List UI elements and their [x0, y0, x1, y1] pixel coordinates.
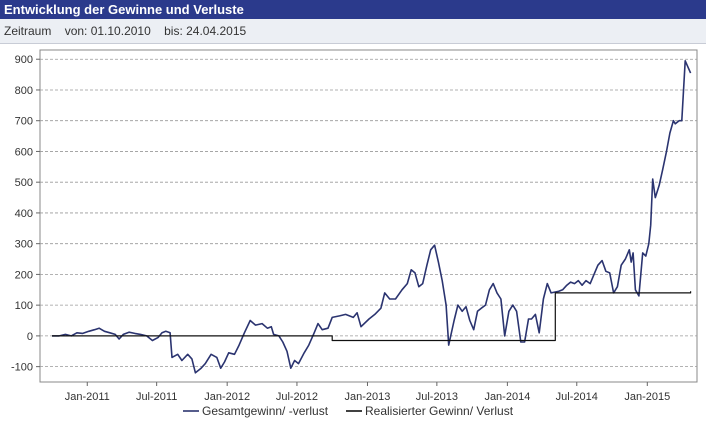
x-tick-label: Jan-2014	[484, 391, 530, 403]
x-axis-ticks: Jan-2011 Jul-2011 Jan-2012 Jul-2012 Jan-2013…	[65, 382, 670, 403]
x-tick-label: Jan-2015	[624, 391, 670, 403]
x-tick-label: Jan-2013	[345, 391, 391, 403]
line-chart: -100 0 100 200 300 400 500 600 700 800 900 Jan-201…	[11, 49, 698, 418]
series-line-total	[52, 60, 692, 374]
x-tick-label: Jan-2012	[204, 391, 250, 403]
y-tick-label: 100	[15, 300, 33, 312]
legend-label: Gesamtgewinn/ -verlust	[202, 404, 329, 418]
y-tick-label: 300	[15, 239, 33, 251]
y-tick-label: 700	[15, 116, 33, 128]
x-tick-label: Jul-2014	[556, 391, 598, 403]
y-tick-label: 600	[15, 146, 33, 158]
x-tick-label: Jan-2011	[65, 391, 110, 403]
grid-lines	[39, 49, 698, 383]
range-from: von: 01.10.2010	[64, 24, 151, 38]
legend: Gesamtgewinn/ -verlust Realisierter Gewin…	[183, 404, 514, 418]
y-tick-label: 400	[15, 208, 33, 220]
y-tick-label: 800	[15, 85, 33, 97]
chart-title: Entwicklung der Gewinne und Verluste	[4, 2, 244, 17]
x-tick-label: Jul-2013	[416, 391, 458, 403]
series-group	[52, 60, 692, 374]
y-tick-label: 200	[15, 269, 33, 281]
date-range-bar: Zeitraum von: 01.10.2010 bis: 24.04.2015	[0, 19, 706, 44]
chart-area: -100 0 100 200 300 400 500 600 700 800 900 Jan-201…	[0, 44, 706, 427]
range-label: Zeitraum	[4, 24, 52, 38]
x-tick-label: Jul-2012	[276, 391, 318, 403]
y-tick-label: -100	[11, 362, 33, 374]
y-tick-label: 500	[15, 177, 33, 189]
plot-frame	[39, 49, 698, 383]
y-tick-label: 0	[27, 331, 33, 343]
x-tick-label: Jul-2011	[136, 391, 177, 403]
y-axis-ticks: -100 0 100 200 300 400 500 600 700 800 900	[11, 54, 40, 374]
series-line-realized	[52, 291, 692, 342]
chart-title-bar: Entwicklung der Gewinne und Verluste	[0, 0, 706, 19]
y-tick-label: 900	[15, 54, 33, 66]
range-to: bis: 24.04.2015	[164, 24, 247, 38]
legend-label: Realisierter Gewinn/ Verlust	[365, 404, 514, 418]
